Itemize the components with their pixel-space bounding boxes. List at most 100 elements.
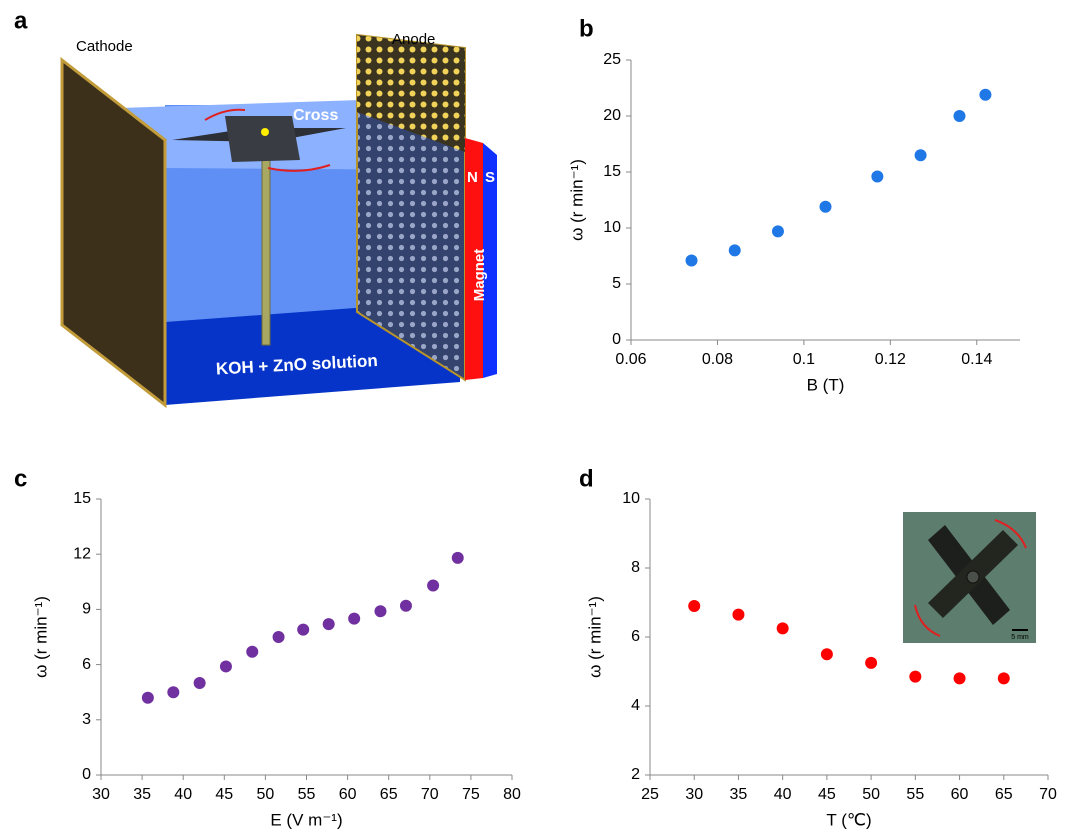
y-tick-label: 20 (603, 107, 621, 124)
point (909, 670, 922, 683)
y-tick-label: 10 (603, 219, 621, 236)
y-tick-label: 0 (612, 331, 621, 348)
x-axis-label: T (℃) (826, 810, 871, 829)
point (246, 645, 259, 658)
point (732, 608, 745, 621)
y-tick-label: 15 (603, 163, 621, 180)
x-tick-label: 65 (380, 786, 398, 803)
x-tick-label: 70 (1039, 786, 1057, 803)
x-tick-label: 55 (906, 786, 924, 803)
x-tick-label: 35 (133, 786, 151, 803)
x-tick-label: 45 (818, 786, 836, 803)
point (374, 605, 387, 618)
magnet-s (483, 143, 497, 378)
x-tick-label: 60 (951, 786, 969, 803)
x-tick-label: 0.06 (615, 351, 646, 368)
point (399, 599, 412, 612)
point (728, 244, 741, 257)
cross-arm (225, 116, 300, 162)
x-tick-label: 25 (641, 786, 659, 803)
y-tick-label: 4 (631, 697, 640, 714)
point (688, 599, 701, 612)
x-tick-label: 40 (174, 786, 192, 803)
x-axis-label: B (T) (807, 375, 845, 394)
label: N (467, 169, 478, 186)
y-tick-label: 5 (612, 275, 621, 292)
point (914, 149, 927, 162)
label: Cathode (76, 38, 133, 55)
point (776, 622, 789, 635)
diagram: a Cathode Anode Cross N S Magnet KOH + Z… (14, 7, 497, 409)
x-tick-label: 0.14 (961, 351, 992, 368)
label: Magnet (471, 249, 488, 302)
arrow (267, 164, 331, 172)
panel-letter: d (579, 465, 594, 492)
y-tick-label: 10 (622, 490, 640, 507)
y-tick-label: 2 (631, 766, 640, 783)
label: S (485, 169, 495, 186)
point (219, 660, 232, 673)
point (272, 631, 285, 643)
point (871, 170, 884, 183)
point (953, 672, 966, 685)
x-tick-label: 35 (730, 786, 748, 803)
magnet-n (465, 138, 483, 380)
arrow (994, 519, 1027, 549)
panel-letter: a (14, 7, 28, 34)
panel-letter: b (579, 15, 594, 42)
arrow (914, 604, 941, 637)
y-axis-label: ω (r min⁻¹) (31, 596, 50, 678)
x-tick-label: 0.12 (875, 351, 906, 368)
y-axis-label: ω (r min⁻¹) (567, 159, 586, 241)
arrow (204, 108, 246, 121)
x-tick-label: 80 (503, 786, 521, 803)
x-tick-label: 30 (685, 786, 703, 803)
point (322, 618, 335, 631)
x-tick-label: 45 (215, 786, 233, 803)
y-tick-label: 15 (73, 490, 91, 507)
y-tick-label: 8 (631, 559, 640, 576)
y-tick-label: 0 (82, 766, 91, 783)
x-tick-label: 70 (421, 786, 439, 803)
y-tick-label: 25 (603, 51, 621, 68)
point (167, 686, 180, 699)
point (979, 88, 992, 101)
point (771, 225, 784, 238)
x-tick-label: 0.08 (702, 351, 733, 368)
point (820, 648, 833, 661)
cathode (60, 56, 167, 409)
y-tick-label: 3 (82, 711, 91, 728)
rod (261, 134, 271, 346)
point (997, 672, 1010, 685)
y-tick-label: 9 (82, 601, 91, 618)
x-tick-label: 55 (298, 786, 316, 803)
cross-center (966, 570, 980, 584)
x-tick-label: 50 (257, 786, 275, 803)
x-tick-label: 50 (862, 786, 880, 803)
x-tick-label: 30 (92, 786, 110, 803)
pivot (261, 128, 269, 136)
x-tick-label: 60 (339, 786, 357, 803)
point (451, 551, 464, 564)
label: Cross (293, 107, 338, 124)
point (348, 612, 361, 625)
point (685, 254, 698, 267)
y-tick-label: 6 (631, 628, 640, 645)
label: Anode (392, 31, 435, 48)
x-tick-label: 75 (462, 786, 480, 803)
point (865, 656, 878, 669)
point (193, 677, 206, 689)
scale-label: 5 mm (1011, 634, 1029, 641)
anode-top (357, 35, 465, 152)
y-axis-label: ω (r min⁻¹) (585, 596, 604, 678)
y-tick-label: 12 (73, 545, 91, 562)
point (953, 110, 966, 122)
point (297, 623, 310, 636)
point (141, 691, 154, 704)
solution (165, 308, 460, 405)
x-tick-label: 0.1 (793, 351, 815, 368)
y-tick-label: 6 (82, 656, 91, 673)
panel-letter: c (14, 465, 27, 492)
x-tick-label: 65 (995, 786, 1013, 803)
